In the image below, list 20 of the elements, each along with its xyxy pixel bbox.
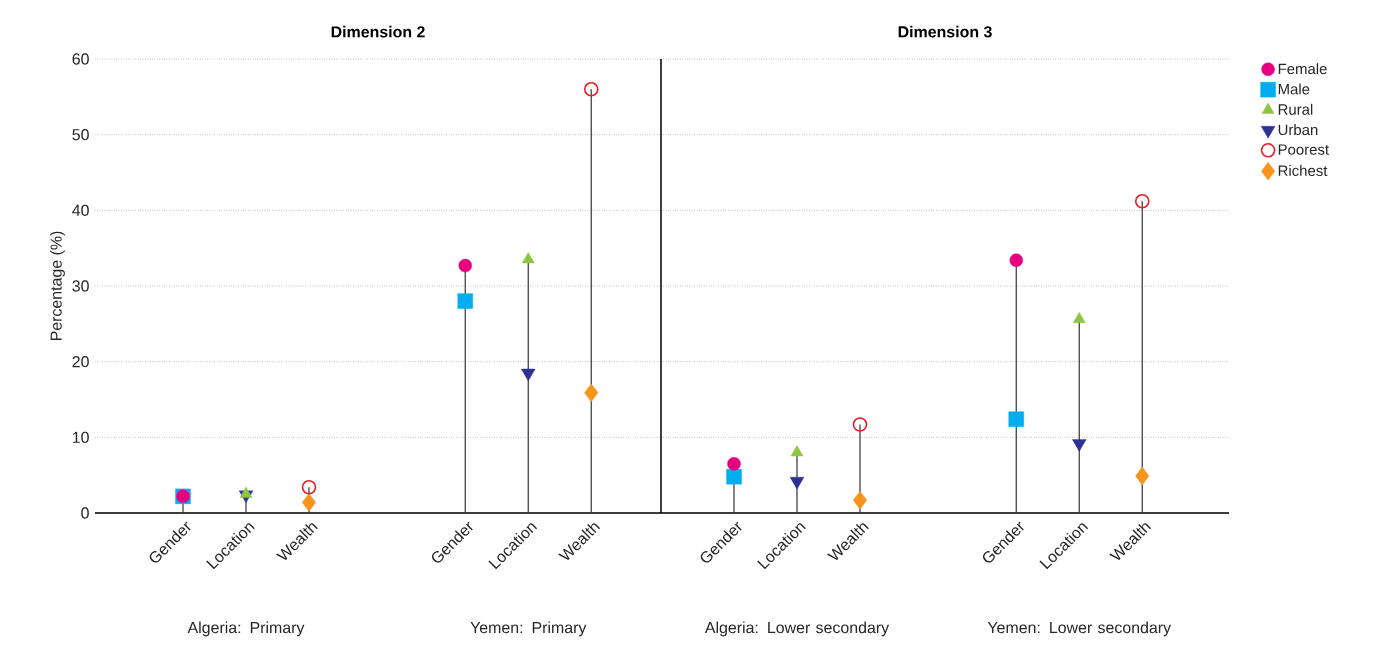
y-axis-title: Percentage (%) [50, 231, 65, 341]
legend-label: Female [1278, 63, 1327, 75]
text: Yemen: Primary [470, 621, 587, 637]
legend-label: Richest [1278, 165, 1328, 176]
y-tick-label: 20 [72, 356, 89, 368]
y-tick-label: 30 [72, 280, 89, 292]
y-tick-label: 40 [72, 204, 89, 216]
legend-label: Poorest [1278, 144, 1329, 155]
text: Algeria: Lower secondary [704, 621, 890, 637]
y-tick-label: 50 [72, 129, 89, 141]
chart-title: Dimension 2 [331, 25, 425, 38]
text: Yemen: Lower secondary [987, 621, 1172, 637]
legend-label: Urban [1278, 124, 1318, 136]
legend-label: Rural [1278, 103, 1313, 115]
legend-label: Male [1278, 83, 1310, 95]
text: Algeria: Primary [187, 621, 305, 637]
y-tick-label: 10 [72, 431, 89, 443]
chart-title: Dimension 3 [898, 25, 992, 38]
y-tick-label: 0 [81, 507, 89, 519]
y-tick-label: 60 [72, 53, 89, 65]
